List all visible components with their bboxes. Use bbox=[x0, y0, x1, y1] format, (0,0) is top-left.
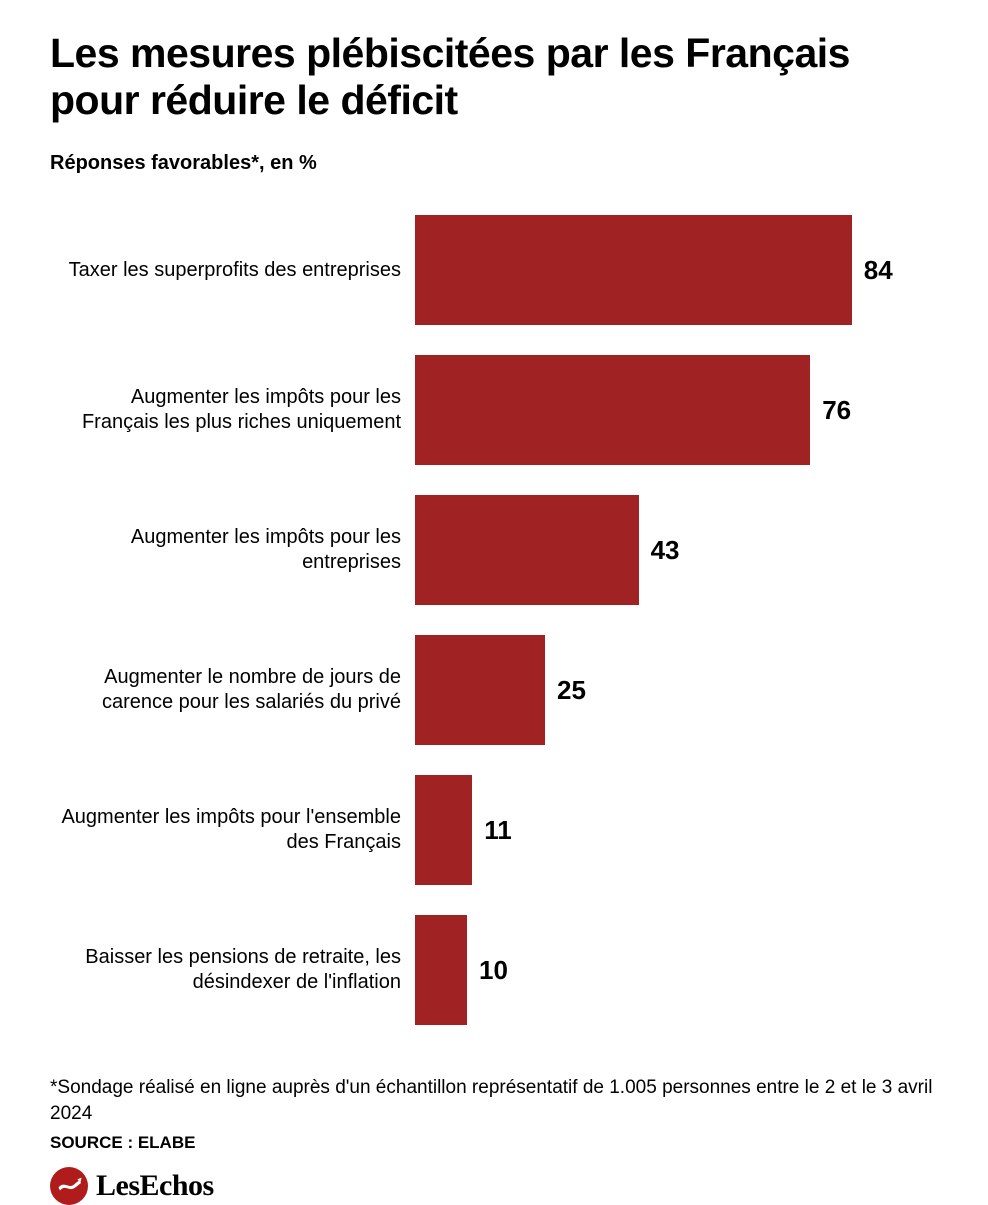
bar bbox=[415, 915, 467, 1025]
bar-value: 76 bbox=[822, 395, 851, 426]
chart-subtitle: Réponses favorables*, en % bbox=[50, 152, 938, 175]
logo-text: LesEchos bbox=[96, 1169, 214, 1203]
bar-value: 11 bbox=[484, 815, 512, 846]
bar bbox=[415, 495, 639, 605]
bar-label: Augmenter les impôts pour les Français l… bbox=[50, 385, 415, 435]
bar-row: Augmenter les impôts pour l'ensemble des… bbox=[50, 775, 938, 885]
bar-label: Augmenter le nombre de jours de carence … bbox=[50, 665, 415, 715]
bar-area: 43 bbox=[415, 495, 938, 605]
footnote: *Sondage réalisé en ligne auprès d'un éc… bbox=[50, 1075, 938, 1126]
bar-row: Augmenter les impôts pour les Français l… bbox=[50, 355, 938, 465]
bar-row: Baisser les pensions de retraite, les dé… bbox=[50, 915, 938, 1025]
bar-area: 11 bbox=[415, 775, 938, 885]
bar-label: Augmenter les impôts pour les entreprise… bbox=[50, 525, 415, 575]
bar-area: 10 bbox=[415, 915, 938, 1025]
bar-area: 76 bbox=[415, 355, 938, 465]
bar bbox=[415, 635, 545, 745]
bar-chart: Taxer les superprofits des entreprises 84… bbox=[50, 215, 938, 1025]
bar-label: Taxer les superprofits des entreprises bbox=[50, 258, 415, 283]
bar bbox=[415, 775, 472, 885]
bar-value: 10 bbox=[479, 955, 508, 986]
bar-label: Baisser les pensions de retraite, les dé… bbox=[50, 945, 415, 995]
bar-label: Augmenter les impôts pour l'ensemble des… bbox=[50, 805, 415, 855]
bar-value: 84 bbox=[864, 255, 893, 286]
bar-area: 84 bbox=[415, 215, 938, 325]
bar-value: 25 bbox=[557, 675, 586, 706]
bar-area: 25 bbox=[415, 635, 938, 745]
bar bbox=[415, 215, 852, 325]
bar-row: Taxer les superprofits des entreprises 84 bbox=[50, 215, 938, 325]
logo-badge-icon bbox=[50, 1167, 88, 1205]
bar-row: Augmenter les impôts pour les entreprise… bbox=[50, 495, 938, 605]
bar-value: 43 bbox=[651, 535, 680, 566]
chart-title: Les mesures plébiscitées par les Françai… bbox=[50, 30, 938, 124]
bar-row: Augmenter le nombre de jours de carence … bbox=[50, 635, 938, 745]
source: SOURCE : ELABE bbox=[50, 1133, 938, 1153]
bar bbox=[415, 355, 810, 465]
publisher-logo: LesEchos bbox=[50, 1167, 938, 1205]
